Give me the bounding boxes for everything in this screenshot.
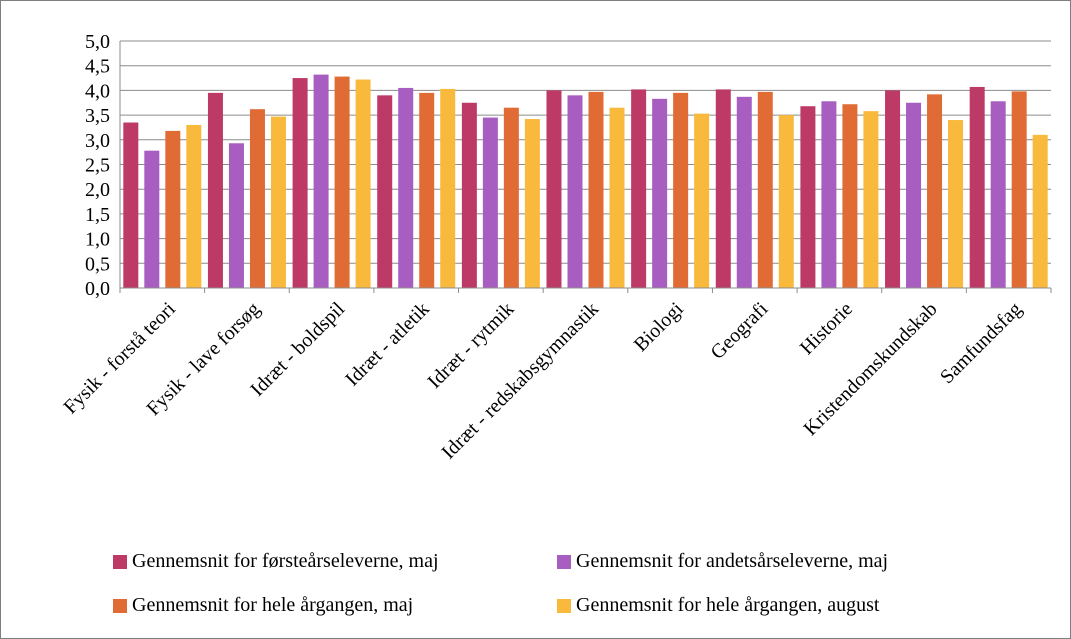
bar (440, 88, 456, 288)
legend-swatch-series-4 (557, 598, 571, 613)
bar (123, 122, 139, 288)
bar (631, 89, 647, 288)
bar (355, 79, 371, 288)
bar (800, 106, 816, 288)
bars (123, 74, 1048, 289)
y-tick-label: 0,0 (85, 278, 110, 300)
bar (1032, 134, 1048, 288)
bar (313, 74, 329, 288)
bar (842, 104, 858, 289)
bar (694, 113, 710, 288)
axes (119, 41, 1052, 293)
y-tick-label: 2,5 (85, 155, 110, 177)
bar (778, 115, 794, 288)
bar (482, 117, 498, 288)
bar (249, 109, 265, 288)
x-category-label: Historie (796, 298, 857, 359)
y-tick-label: 3,0 (85, 130, 110, 152)
bar (207, 92, 223, 289)
bar (1011, 91, 1027, 288)
bar (757, 91, 773, 289)
y-tick-labels: 0,0 0,51,0 1,5 2,02,5 3,0 3,5 4,04,5 5,0 (85, 31, 110, 300)
bar (546, 90, 562, 289)
y-tick-label: 1,0 (85, 229, 110, 251)
bar (821, 101, 837, 288)
legend-item-series-3: Gennemsnit for hele årgangen, maj (113, 594, 413, 617)
bar (398, 87, 414, 289)
legend-item-series-2: Gennemsnit for andetsårseleverne, maj (557, 550, 888, 573)
x-category-label: Samfundsfag (936, 298, 1026, 388)
bar (144, 150, 160, 288)
bar (906, 102, 922, 288)
x-category-label: Idræt - redskabsgymnastik (437, 298, 603, 464)
x-category-label: Idræt - atletik (341, 298, 434, 391)
bar (652, 98, 668, 288)
bar (969, 86, 985, 288)
bar (165, 130, 181, 288)
bar (461, 102, 477, 288)
bar (419, 92, 435, 289)
bar (588, 91, 604, 289)
bar (186, 124, 202, 288)
bar (948, 120, 964, 288)
x-category-label: Biologi (630, 298, 688, 356)
bar (524, 119, 540, 288)
bar (715, 89, 731, 288)
x-category-label: Idræt - rytmik (423, 298, 518, 393)
legend-label-series-3: Gennemsnit for hele årgangen, maj (132, 594, 414, 616)
bar (334, 76, 350, 289)
legend-swatch-series-2 (557, 554, 571, 569)
legend-item-series-4: Gennemsnit for hele årgangen, august (557, 594, 879, 617)
bar (228, 143, 244, 288)
x-category-label: Geografi (706, 298, 772, 364)
y-tick-label: 5,0 (85, 31, 110, 53)
legend-swatch-series-3 (113, 598, 127, 613)
bar (736, 96, 752, 289)
bar (863, 111, 879, 288)
y-tick-label: 1,5 (85, 204, 110, 226)
y-tick-label: 4,5 (85, 56, 110, 78)
bar (377, 95, 393, 288)
y-tick-label: 0,5 (85, 253, 110, 275)
legend-label-series-1: Gennemsnit for førsteårseleverne, maj (132, 550, 439, 572)
legend-swatch-series-1 (113, 554, 127, 569)
y-tick-label: 3,5 (85, 105, 110, 127)
bar (990, 101, 1006, 288)
y-tick-label: 4,0 (85, 80, 110, 102)
legend-item-series-1: Gennemsnit for førsteårseleverne, maj (113, 550, 439, 573)
bar (673, 92, 689, 289)
y-tick-label: 2,0 (85, 179, 110, 201)
bar (609, 107, 625, 288)
bar (292, 78, 308, 288)
legend-label-series-4: Gennemsnit for hele årgangen, august (576, 594, 880, 616)
legend-label-series-2: Gennemsnit for andetsårseleverne, maj (576, 550, 889, 572)
bar (503, 107, 519, 288)
bar (885, 90, 901, 289)
chart-svg: 0,0 0,51,0 1,5 2,02,5 3,0 3,5 4,04,5 5,0 Fysik … (59, 31, 1052, 464)
bar (567, 95, 583, 288)
bar (270, 116, 286, 288)
bar (927, 94, 943, 289)
